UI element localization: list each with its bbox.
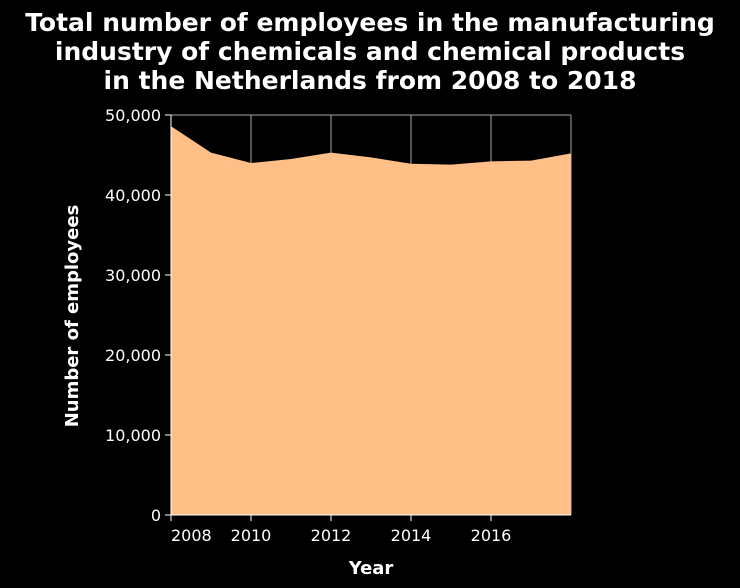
y-tick-label: 20,000 — [105, 346, 161, 365]
x-tick-label: 2010 — [231, 526, 272, 545]
chart-title: Total number of employees in the manufac… — [25, 8, 715, 95]
x-axis-label: Year — [348, 558, 394, 579]
x-tick-label: 2012 — [311, 526, 352, 545]
x-tick-label: 2016 — [471, 526, 512, 545]
x-tick-label: 2008 — [171, 526, 212, 545]
x-axis-ticks: 2008 2010 2012 2014 2016 — [170, 515, 512, 545]
y-tick-label: 10,000 — [105, 426, 161, 445]
chart-title-line-1: Total number of employees in the manufac… — [25, 8, 715, 37]
plot-area — [165, 114, 572, 521]
y-axis-label: Number of employees — [62, 205, 83, 428]
y-axis-ticks: 0 10,000 20,000 30,000 40,000 50,000 — [105, 106, 171, 525]
y-tick-label: 50,000 — [105, 106, 161, 125]
y-tick-label: 0 — [151, 506, 161, 525]
chart-title-line-3: in the Netherlands from 2008 to 2018 — [104, 66, 637, 95]
y-tick-label: 40,000 — [105, 186, 161, 205]
y-tick-label: 30,000 — [105, 266, 161, 285]
chart-title-line-2: industry of chemicals and chemical produ… — [55, 37, 685, 66]
area-series-0 — [171, 126, 571, 515]
x-tick-label: 2014 — [391, 526, 432, 545]
